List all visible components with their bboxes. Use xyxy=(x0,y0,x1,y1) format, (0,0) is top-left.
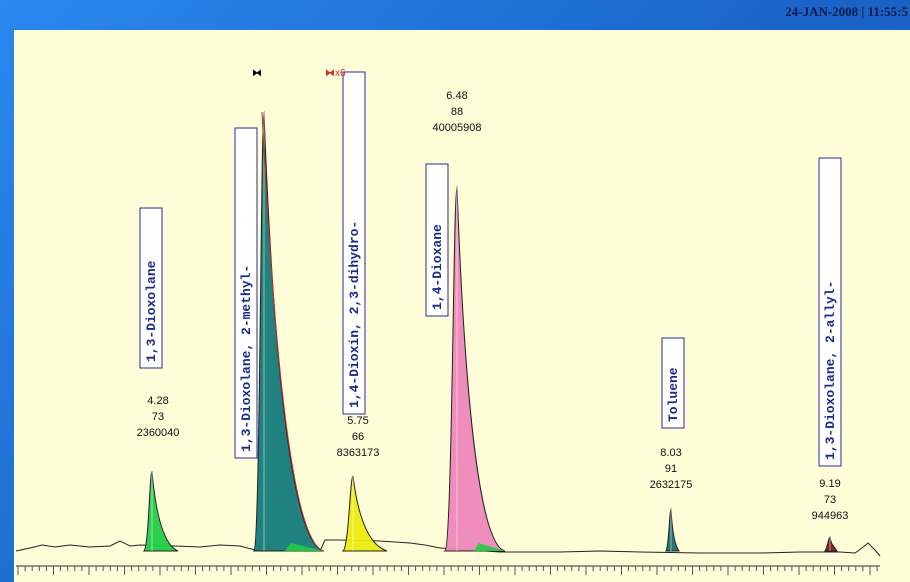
peak-2-tail xyxy=(285,543,324,551)
compound-label-box-1 xyxy=(139,207,163,369)
peak-rt-6: 9.19 xyxy=(819,478,840,490)
peak-4-tail xyxy=(473,543,505,551)
peak-ion-6: 73 xyxy=(824,494,836,506)
compound-label-box-6 xyxy=(818,157,842,467)
peak-ion-4: 88 xyxy=(451,106,463,118)
compound-name-3: 1,4-Dioxin, 2,3-dihydro- xyxy=(347,221,362,408)
compound-label-box-5 xyxy=(661,337,685,429)
compound-name-1: 1,3-Dioxolane xyxy=(144,260,159,362)
scale-marker: ⧓x6 xyxy=(325,68,346,79)
baseline-trace xyxy=(15,539,881,557)
compound-name-5: Toluene xyxy=(666,367,681,422)
peak-4 xyxy=(443,186,506,552)
apex-flag-icon: ⧓ xyxy=(252,68,262,79)
compound-label-box-2 xyxy=(234,127,258,459)
peak-area-3: 8363173 xyxy=(337,447,380,459)
peak-5 xyxy=(665,508,680,552)
peak-rt-5: 8.03 xyxy=(660,447,681,459)
x-axis xyxy=(16,565,880,575)
peak-area-5: 2632175 xyxy=(650,479,693,491)
peak-rt-3: 5.75 xyxy=(347,415,368,427)
peak-rt-1: 4.28 xyxy=(147,395,168,407)
labels-layer: 1,3-Dioxolane 4.28 73 2360040 1,3-Dioxolane,… xyxy=(137,68,849,522)
baseline-layer xyxy=(15,539,881,557)
timestamp: 24-JAN-2008 | 11:55:5 xyxy=(785,4,908,19)
compound-label-box-4 xyxy=(425,163,449,317)
peak-area-6: 944963 xyxy=(812,510,849,522)
peak-1 xyxy=(142,471,179,552)
peak-ion-5: 91 xyxy=(665,463,677,475)
compound-name-4: 1,4-Dioxane xyxy=(430,224,445,310)
peak-area-1: 2360040 xyxy=(137,427,180,439)
peak-rt-4: 6.48 xyxy=(446,90,467,102)
compound-name-2: 1,3-Dioxolane, 2-methyl- xyxy=(239,265,254,452)
peaks-layer xyxy=(142,111,838,552)
peak-6 xyxy=(824,536,838,552)
scaled-trace xyxy=(261,111,325,552)
compound-name-6: 1,3-Dioxolane, 2-allyl- xyxy=(823,281,838,460)
peak-area-4: 40005908 xyxy=(433,122,482,134)
peak-ion-1: 73 xyxy=(152,411,164,423)
compound-label-box-3 xyxy=(342,71,366,415)
peak-3 xyxy=(341,475,388,552)
peak-ion-3: 66 xyxy=(352,431,364,443)
